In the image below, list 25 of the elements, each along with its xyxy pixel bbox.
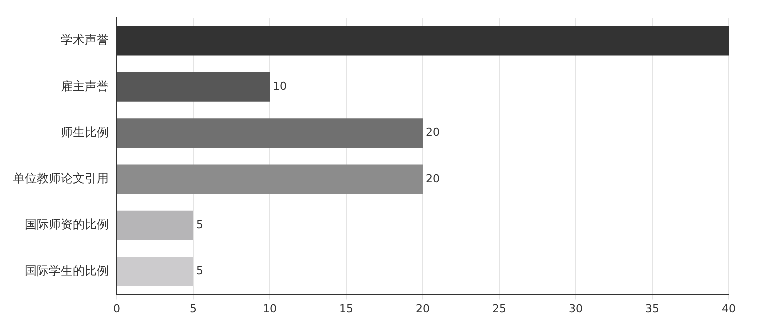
y-tick-label: 学术声誉 — [61, 33, 109, 48]
x-tick-label: 0 — [114, 302, 120, 316]
y-tick-label: 师生比例 — [61, 125, 109, 140]
bar — [118, 210, 194, 240]
y-tick-label: 国际师资的比例 — [25, 218, 109, 232]
y-tick-label: 单位教师论文引用 — [13, 172, 109, 186]
y-tick-label: 雇主声誉 — [61, 79, 109, 94]
x-tick-label: 20 — [416, 302, 430, 316]
y-tick-label: 国际学生的比例 — [25, 264, 109, 278]
data-label: 20 — [426, 126, 440, 140]
x-tick-label: 15 — [340, 302, 354, 316]
data-label: 5 — [196, 218, 204, 232]
data-label: 5 — [196, 264, 204, 278]
x-tick-label: 10 — [263, 302, 277, 316]
x-tick-label: 35 — [646, 302, 660, 316]
x-tick-label: 5 — [190, 302, 197, 316]
x-tick-label: 25 — [492, 302, 506, 316]
x-tick-label: 40 — [722, 302, 736, 316]
data-label: 10 — [273, 80, 287, 94]
bar — [118, 164, 423, 194]
bar — [118, 72, 270, 102]
data-label: 20 — [426, 172, 440, 186]
bar — [118, 257, 194, 286]
x-tick-label: 30 — [569, 302, 583, 316]
bar — [118, 118, 423, 148]
